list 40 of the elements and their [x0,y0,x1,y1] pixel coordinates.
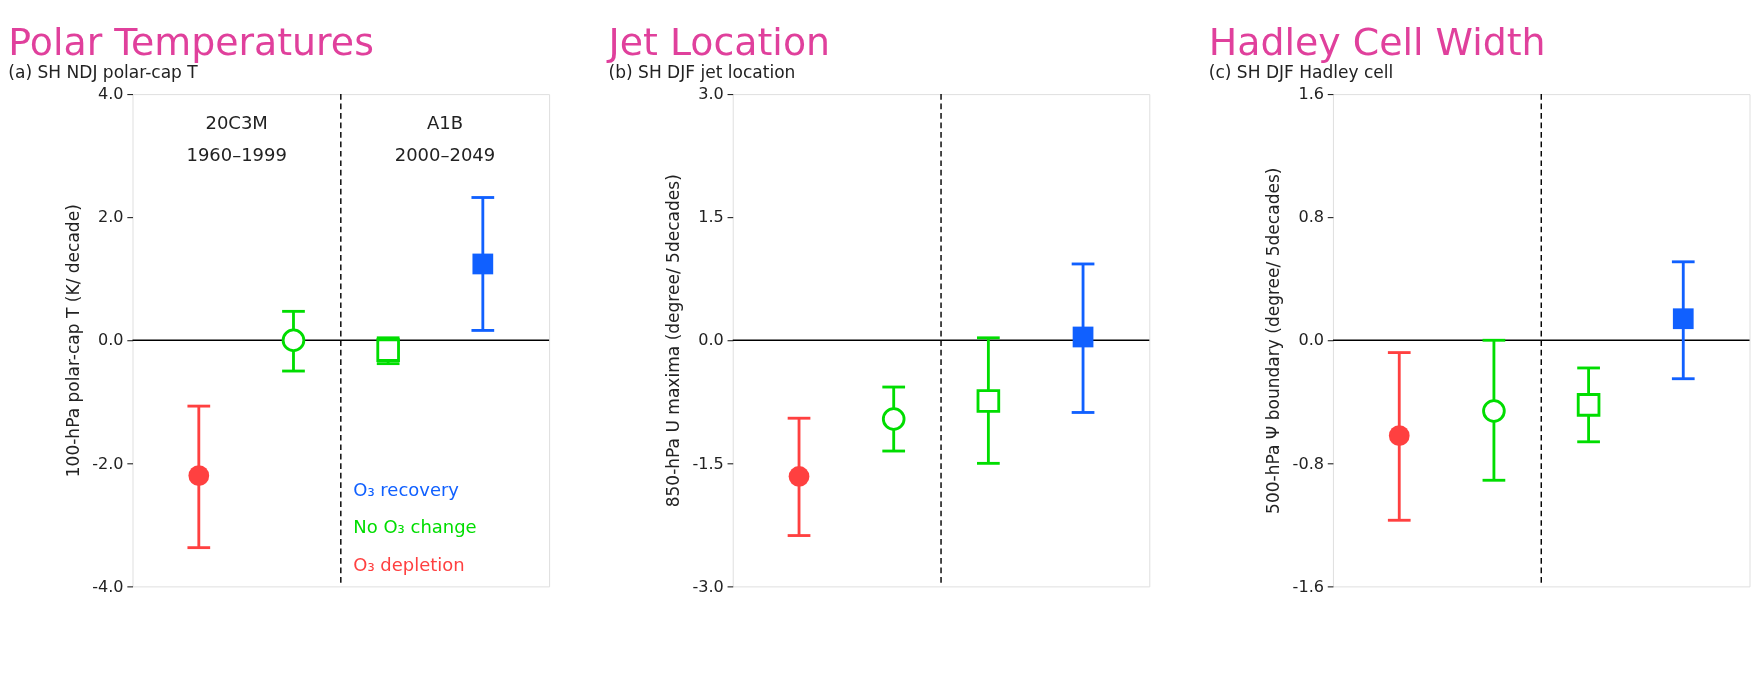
annotation: 20C3M 1960–1999 [186,112,287,166]
y-tick-label: -1.5 [692,453,724,473]
y-tick-label: -0.8 [1292,453,1324,473]
y-tick-label: 0.0 [1298,330,1324,350]
chart-subtitle: (b) SH DJF jet location [608,62,796,83]
point [788,466,810,487]
chart-subtitle: (a) SH NDJ polar-cap T [8,62,199,83]
y-tick-label: 4.0 [97,84,124,104]
point [1072,326,1094,348]
point [881,407,906,431]
y-tick-label: -1.6 [1292,576,1324,596]
text: No O₃ change [353,516,477,538]
y-tick-label: 3.0 [698,84,724,104]
text: O₃ depletion [353,554,465,576]
chart-title: Jet Location [606,20,831,65]
point [472,253,494,275]
y-tick-label: 0.0 [698,330,724,350]
y-axis-title: 500-hPa Ψ boundary (degree/ 5decades) [1263,167,1284,514]
y-tick-label: 2.0 [97,207,124,227]
point [1672,308,1694,330]
y-axis-title: 850-hPa U maxima (degree/ 5decades) [663,174,684,508]
point [976,389,1001,413]
y-tick-label: 0.8 [1298,207,1324,227]
y-tick-label: 1.6 [1298,84,1324,104]
point [1482,399,1506,423]
y-tick-label: -4.0 [92,576,124,596]
chart-title: Polar Temperatures [8,20,374,65]
point [1576,393,1601,417]
y-tick-label: 1.5 [698,207,724,227]
point [281,328,306,353]
point [188,465,210,486]
chart-subtitle: (c) SH DJF Hadley cell [1208,62,1394,83]
text: O₃ recovery [353,478,460,500]
y-axis-title: 100-hPa polar-cap T (K/ decade) [62,204,83,478]
point [1388,425,1410,446]
annotation: A1B 2000–2049 [394,112,496,166]
y-tick-label: -2.0 [92,453,124,473]
chart-title: Hadley Cell Width [1208,20,1546,65]
y-tick-label: 0.0 [97,330,124,350]
y-tick-label: -3.0 [692,576,724,596]
